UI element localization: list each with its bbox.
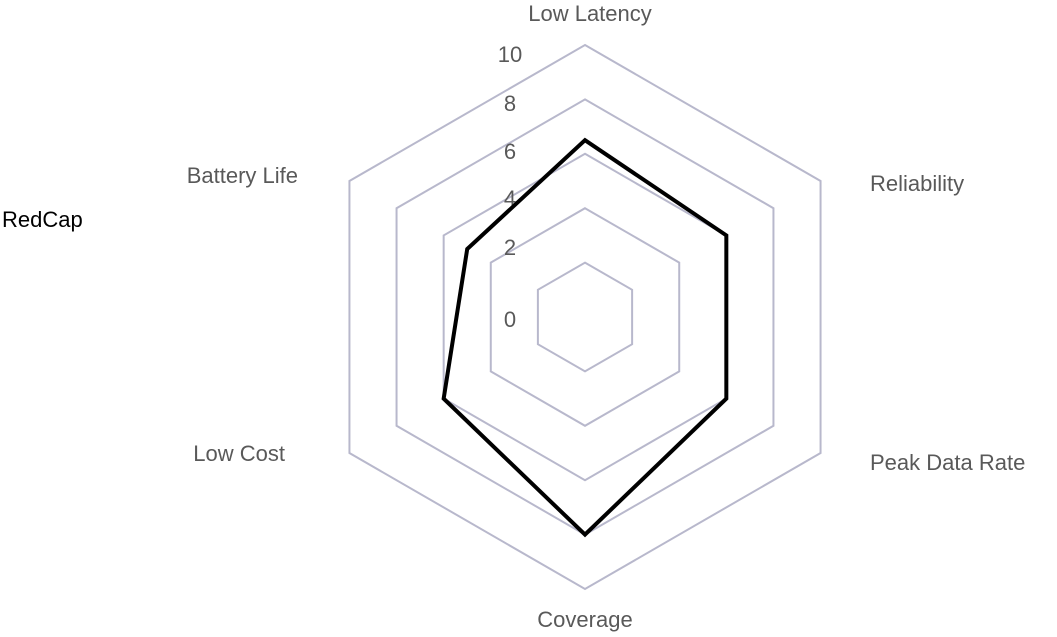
axis-label-battery-life: Battery Life <box>187 163 298 188</box>
tick-label-0: 0 <box>504 307 516 332</box>
radar-grid <box>348 43 822 591</box>
axis-label-low-latency: Low Latency <box>528 1 652 26</box>
tick-label-6: 6 <box>504 139 516 164</box>
axis-label-peak-data-rate: Peak Data Rate <box>870 450 1025 475</box>
radar-series <box>441 137 729 538</box>
grid-ring-4 <box>489 207 681 427</box>
tick-label-8: 8 <box>504 91 516 116</box>
grid-ring-2 <box>536 261 634 373</box>
series-label-redcap: RedCap <box>2 207 83 232</box>
axis-label-coverage: Coverage <box>537 607 632 632</box>
grid-ring-10 <box>348 43 822 591</box>
series-line-redcap <box>441 137 729 538</box>
grid-ring-8 <box>395 98 775 536</box>
tick-label-2: 2 <box>504 235 516 260</box>
tick-label-10: 10 <box>498 42 522 67</box>
axis-label-reliability: Reliability <box>870 171 964 196</box>
axis-label-low-cost: Low Cost <box>193 441 285 466</box>
radar-axis-labels: Low Latency Reliability Peak Data Rate Cove… <box>187 1 1026 632</box>
grid-ring-6 <box>442 152 728 482</box>
